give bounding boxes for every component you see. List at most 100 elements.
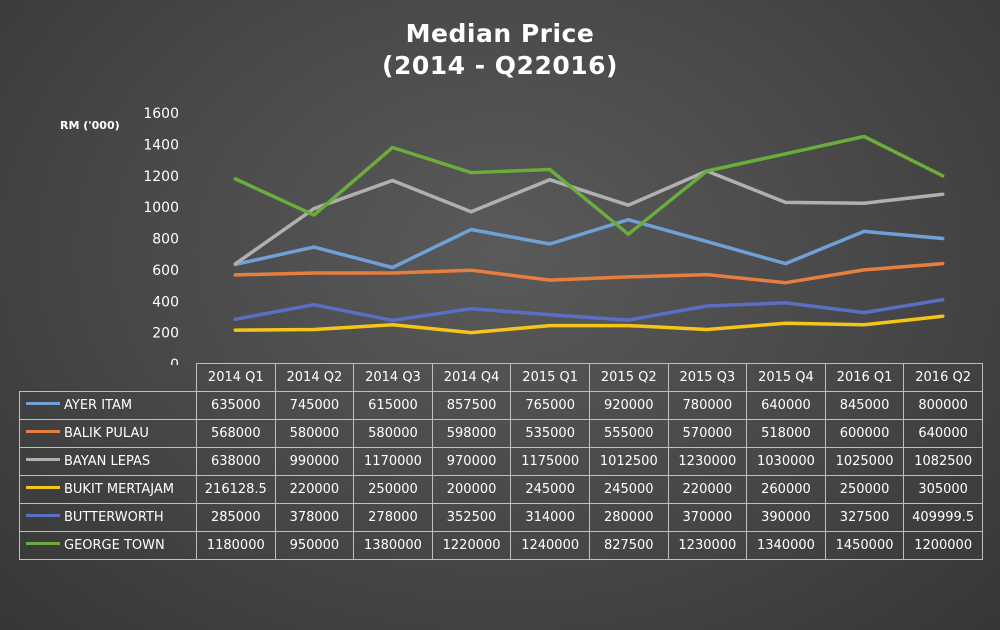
data-value-cell: 314000	[510, 503, 590, 532]
series-name: BUTTERWORTH	[64, 510, 164, 525]
data-value-cell: 765000	[510, 391, 590, 420]
data-value-cell: 950000	[274, 531, 355, 560]
data-value-cell: 390000	[746, 503, 826, 532]
data-value-cell: 1450000	[824, 531, 905, 560]
data-value-cell: 857500	[431, 391, 512, 420]
data-value-cell: 409999.5	[903, 503, 983, 532]
data-value-cell: 1025000	[824, 447, 905, 476]
data-value-cell: 638000	[196, 447, 276, 476]
y-tick-label: 1400	[143, 137, 179, 153]
y-axis-label: RM ('000)	[60, 119, 120, 132]
table-row: BALIK PULAU 568000 580000 580000 598000 53500…	[19, 419, 983, 448]
legend-swatch	[26, 402, 60, 405]
data-value-cell: 780000	[667, 391, 748, 420]
legend-entry: BUTTERWORTH	[19, 503, 197, 532]
line-chart-plot: 0 200 400 600 800 1000 1200 1400 1600	[143, 106, 945, 365]
series-line-bukit-mertajam	[233, 314, 945, 335]
data-value-cell: 635000	[196, 391, 276, 420]
series-name: AYER ITAM	[64, 398, 133, 413]
data-value-cell: 280000	[588, 503, 669, 532]
data-value-cell: 352500	[431, 503, 512, 532]
data-value-cell: 745000	[274, 391, 355, 420]
category-label: 2014 Q1	[196, 363, 276, 392]
data-value-cell: 827500	[588, 531, 669, 560]
data-value-cell: 220000	[274, 475, 355, 504]
data-value-cell: 1180000	[196, 531, 276, 560]
data-value-cell: 1230000	[667, 447, 748, 476]
legend-entry: BUKIT MERTAJAM	[19, 475, 197, 504]
legend-swatch	[26, 514, 60, 517]
category-label: 2015 Q4	[746, 363, 826, 392]
y-tick-label: 1200	[143, 169, 179, 185]
y-tick-label: 200	[152, 326, 179, 342]
data-value-cell: 327500	[824, 503, 905, 532]
data-value-cell: 640000	[903, 419, 983, 448]
data-value-cell: 285000	[196, 503, 276, 532]
category-label: 2015 Q2	[588, 363, 669, 392]
data-value-cell: 580000	[353, 419, 433, 448]
legend-entry: AYER ITAM	[19, 391, 197, 420]
y-tick-label: 1600	[143, 106, 179, 122]
y-tick-label: 0	[170, 357, 179, 365]
data-value-cell: 1340000	[746, 531, 826, 560]
data-value-cell: 370000	[667, 503, 748, 532]
y-tick-label: 800	[152, 232, 179, 248]
data-table: 2014 Q1 2014 Q2 2014 Q3 2014 Q4 2015 Q1 2015 …	[19, 363, 983, 560]
series-line-ayer-itam	[233, 217, 945, 270]
category-label: 2015 Q1	[510, 363, 590, 392]
data-value-cell: 555000	[588, 419, 669, 448]
table-row: BUTTERWORTH 285000 378000 278000 352500 31400…	[19, 503, 983, 532]
legend-swatch	[26, 542, 60, 545]
series-name: GEORGE TOWN	[64, 538, 165, 553]
data-value-cell: 220000	[667, 475, 748, 504]
y-tick-label: 1000	[143, 200, 179, 216]
data-value-cell: 518000	[746, 419, 826, 448]
data-value-cell: 845000	[824, 391, 905, 420]
data-value-cell: 378000	[274, 503, 355, 532]
y-tick-label: 600	[152, 263, 179, 279]
data-value-cell: 970000	[431, 447, 512, 476]
data-value-cell: 1030000	[746, 447, 826, 476]
table-row: BUKIT MERTAJAM 216128.5 220000 250000 200000…	[19, 475, 983, 504]
data-value-cell: 600000	[824, 419, 905, 448]
legend-entry: BAYAN LEPAS	[19, 447, 197, 476]
category-label: 2015 Q3	[667, 363, 748, 392]
data-value-cell: 598000	[431, 419, 512, 448]
legend-entry: BALIK PULAU	[19, 419, 197, 448]
data-value-cell: 1240000	[510, 531, 590, 560]
table-row: BAYAN LEPAS 638000 990000 1170000 970000 1175…	[19, 447, 983, 476]
legend-entry: GEORGE TOWN	[19, 531, 197, 560]
category-label: 2014 Q3	[353, 363, 433, 392]
data-value-cell: 568000	[196, 419, 276, 448]
series-line-bayan-lepas	[233, 169, 945, 266]
data-value-cell: 1230000	[667, 531, 748, 560]
series-line-balik-pulau	[233, 261, 945, 285]
data-value-cell: 1220000	[431, 531, 512, 560]
series-line-butterworth	[233, 297, 945, 323]
data-value-cell: 250000	[824, 475, 905, 504]
data-value-cell: 1380000	[353, 531, 433, 560]
data-value-cell: 305000	[903, 475, 983, 504]
data-value-cell: 535000	[510, 419, 590, 448]
data-value-cell: 1175000	[510, 447, 590, 476]
table-row: AYER ITAM 635000 745000 615000 857500 765000 9…	[19, 391, 983, 420]
data-value-cell: 1012500	[588, 447, 669, 476]
data-value-cell: 1082500	[903, 447, 983, 476]
data-value-cell: 250000	[353, 475, 433, 504]
chart-title-line-1: Median Price	[405, 19, 595, 48]
data-value-cell: 200000	[431, 475, 512, 504]
table-corner-cell	[19, 363, 197, 392]
data-value-cell: 245000	[588, 475, 669, 504]
data-value-cell: 1200000	[903, 531, 983, 560]
chart-title: Median Price (2014 - Q22016)	[0, 18, 1000, 82]
data-value-cell: 216128.5	[196, 475, 276, 504]
data-value-cell: 800000	[903, 391, 983, 420]
y-tick-label: 400	[152, 294, 179, 310]
legend-swatch	[26, 430, 60, 433]
category-label: 2014 Q2	[274, 363, 355, 392]
series-name: BALIK PULAU	[64, 426, 149, 441]
category-label: 2014 Q4	[431, 363, 512, 392]
data-value-cell: 278000	[353, 503, 433, 532]
data-value-cell: 580000	[274, 419, 355, 448]
data-value-cell: 990000	[274, 447, 355, 476]
